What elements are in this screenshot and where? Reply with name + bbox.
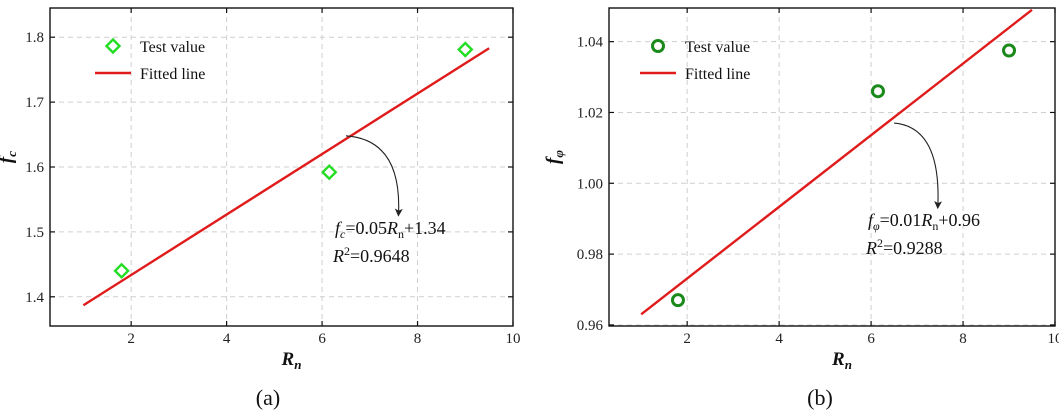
legend: Test value Fitted line <box>95 37 205 83</box>
data-point <box>1002 43 1017 58</box>
data-point <box>457 41 474 58</box>
x-tick-label: 8 <box>414 331 422 347</box>
y-tick-label: 1.7 <box>25 95 44 111</box>
x-axis-title: Rn <box>281 349 302 372</box>
fitted-line <box>640 8 1033 316</box>
x-tick-label: 10 <box>1048 331 1059 347</box>
r2-sup: 2 <box>877 236 883 250</box>
legend-label-test-value: Test value <box>140 39 205 56</box>
equation-f: f <box>335 218 343 238</box>
annotation-r2: R2=0.9648 <box>332 244 410 266</box>
equation-coef: =0.01 <box>880 210 922 230</box>
r2-value: =0.9648 <box>350 246 410 266</box>
y-axis-title-main: f <box>543 156 564 164</box>
axes-frame <box>608 7 1056 327</box>
r2-value: =0.9288 <box>883 238 943 258</box>
r2-sup: 2 <box>344 244 350 258</box>
equation-f-sub: c <box>340 227 346 241</box>
r2-r: R <box>865 238 877 258</box>
y-tick-label: 1.02 <box>577 105 603 121</box>
equation-coef: =0.05 <box>345 218 387 238</box>
x-tick-label: 6 <box>318 331 326 347</box>
y-tick-label: 1.00 <box>577 176 603 192</box>
y-tick-label: 1.4 <box>25 290 44 306</box>
data-point <box>321 163 338 181</box>
x-axis-title-main: R <box>281 349 295 370</box>
y-axis-title: fc <box>0 151 19 163</box>
equation-f: f <box>868 210 876 230</box>
panel-caption: (b) <box>807 385 833 410</box>
equation-intercept: +0.96 <box>938 210 980 230</box>
data-point <box>670 293 685 308</box>
x-axis-title-main: R <box>831 349 845 370</box>
x-tick-label: 6 <box>867 331 875 347</box>
x-tick-label: 8 <box>959 331 967 347</box>
equation-f-sub: φ <box>873 219 880 233</box>
y-axis-title-main: f <box>0 155 17 163</box>
annotation-arrow <box>894 122 943 210</box>
equation-intercept: +1.34 <box>404 218 446 238</box>
legend: Test value Fitted line <box>640 39 750 83</box>
x-axis-title-sub: n <box>845 357 852 372</box>
y-tick-label: 0.96 <box>577 318 604 334</box>
legend-label-test-value: Test value <box>685 39 750 56</box>
y-tick-label: 1.8 <box>25 30 44 46</box>
equation-r: R <box>386 218 398 238</box>
x-tick-label: 4 <box>775 331 783 347</box>
y-tick-label: 1.5 <box>25 225 44 241</box>
fitted-line <box>82 47 490 307</box>
equation-r: R <box>920 210 932 230</box>
legend-label-fitted-line: Fitted line <box>685 66 750 83</box>
y-axis-title-sub: φ <box>551 150 566 158</box>
y-axis-title: fφ <box>543 150 566 164</box>
annotation-r2: R2=0.9288 <box>865 236 943 258</box>
y-axis-title-sub: c <box>4 151 19 157</box>
x-tick-label: 10 <box>506 331 521 347</box>
legend-marker-test-value <box>104 37 122 55</box>
x-axis-title-sub: n <box>294 357 301 372</box>
equation-r-sub: n <box>932 219 938 233</box>
y-tick-label: 1.6 <box>25 160 44 176</box>
x-tick-label: 2 <box>127 331 135 347</box>
x-axis-title: Rn <box>831 349 852 372</box>
legend-marker-test-value <box>651 39 665 53</box>
r2-r: R <box>332 246 344 266</box>
y-tick-label: 0.98 <box>577 247 603 263</box>
annotation-arrow <box>345 135 403 217</box>
legend-label-fitted-line: Fitted line <box>140 66 205 83</box>
y-tick-label: 1.04 <box>577 35 604 51</box>
panel-caption: (a) <box>256 385 280 410</box>
axes-frame <box>49 7 514 327</box>
x-tick-label: 4 <box>223 331 231 347</box>
equation-r-sub: n <box>398 227 404 241</box>
data-point <box>113 262 130 280</box>
data-point <box>870 84 885 99</box>
annotation-equation: fφ=0.01Rn+0.96 <box>868 210 980 233</box>
annotation-equation: fc=0.05Rn+1.34 <box>335 218 446 241</box>
x-tick-label: 2 <box>683 331 691 347</box>
